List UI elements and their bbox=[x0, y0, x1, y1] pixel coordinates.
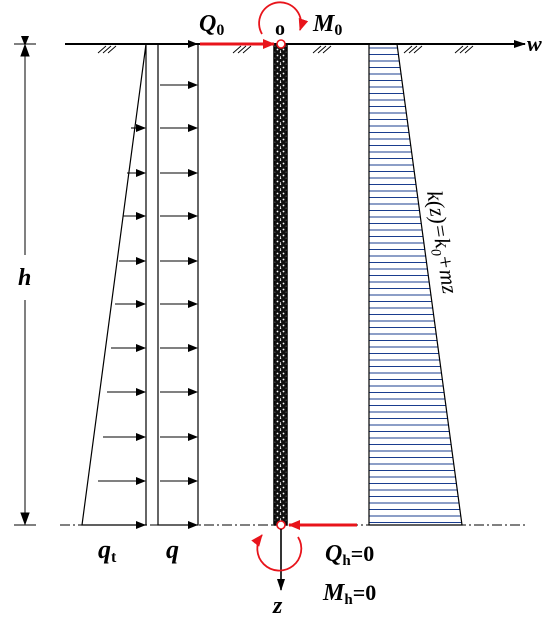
q0-label: Q0 bbox=[199, 11, 224, 39]
w-axis-label: w bbox=[527, 31, 542, 56]
mh-label: Mh=0 bbox=[322, 580, 376, 608]
mh-moment-arc bbox=[251, 534, 303, 572]
m0-moment-arc bbox=[258, 1, 309, 35]
uniform-load-q bbox=[157, 43, 199, 526]
h-label: h bbox=[18, 265, 31, 291]
triangular-load-qt bbox=[81, 43, 147, 526]
kz-distribution bbox=[368, 43, 463, 526]
h-dimension bbox=[14, 36, 36, 526]
pile-head-node bbox=[276, 39, 286, 49]
q-arrows bbox=[160, 40, 198, 529]
m0-label: M0 bbox=[312, 11, 342, 39]
pile-tip-node bbox=[276, 520, 286, 530]
qt-label: qt bbox=[98, 535, 117, 566]
z-axis-label: z bbox=[272, 593, 283, 619]
q-label: q bbox=[166, 535, 179, 564]
qt-arrows bbox=[92, 124, 146, 529]
kz-label: k(z)=k0+mz bbox=[418, 189, 463, 297]
origin-label: o bbox=[275, 18, 285, 40]
soil-hatch-marks bbox=[97, 45, 474, 54]
qh-label: Qh=0 bbox=[325, 541, 374, 569]
